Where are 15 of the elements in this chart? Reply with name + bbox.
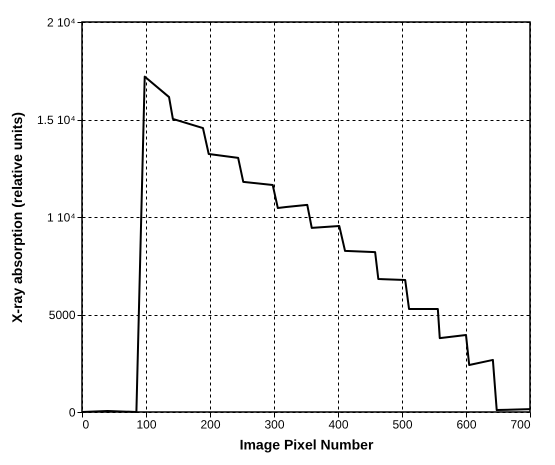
x-tick-label: 700 xyxy=(510,418,531,432)
y-axis-title: X-ray absorption (relative units) xyxy=(8,112,25,323)
y-tick-label: 5000 xyxy=(48,308,76,322)
y-tick-label: 2 10⁴ xyxy=(46,16,76,30)
x-tick-label: 300 xyxy=(264,418,285,432)
x-tick-label: 200 xyxy=(200,418,221,432)
y-tick-label: 1.5 10⁴ xyxy=(36,113,76,127)
y-tick-label: 0 xyxy=(68,406,76,420)
x-tick-label: 600 xyxy=(456,418,477,432)
x-tick-label: 400 xyxy=(328,418,349,432)
x-tick-label: 0 xyxy=(82,418,90,432)
x-tick-label: 100 xyxy=(136,418,157,432)
y-tick-label: 1 10⁴ xyxy=(46,210,76,224)
x-axis-title: Image Pixel Number xyxy=(240,436,374,452)
x-tick-label: 500 xyxy=(392,418,413,432)
